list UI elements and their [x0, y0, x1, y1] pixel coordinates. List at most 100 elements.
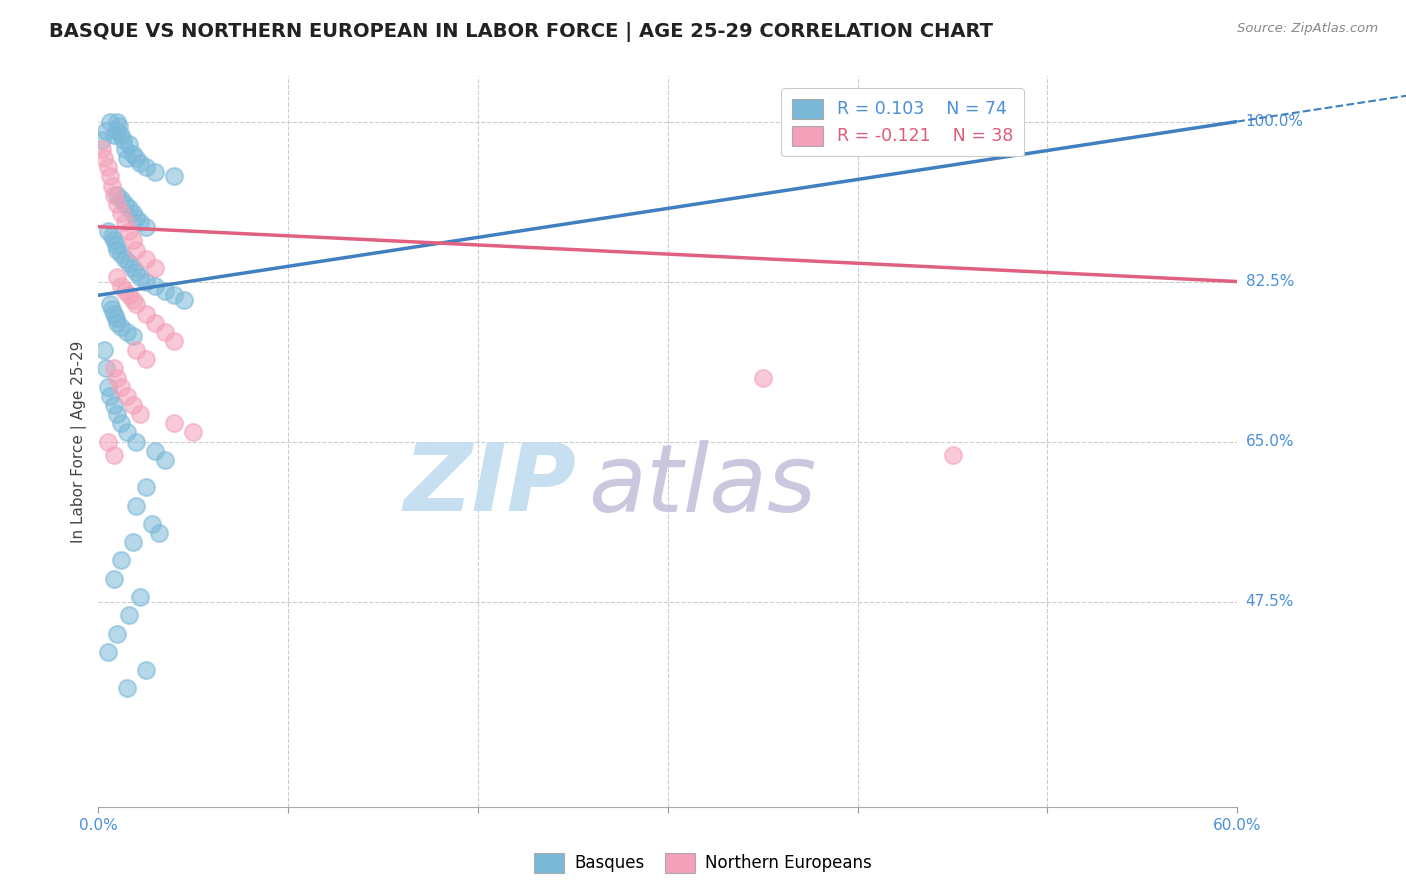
Point — [110, 279, 132, 293]
Point — [98, 114, 121, 128]
Point — [100, 178, 122, 193]
Point — [145, 165, 167, 179]
Point — [115, 325, 138, 339]
Point — [93, 151, 115, 165]
Point — [135, 252, 157, 266]
Point — [129, 155, 152, 169]
Point — [145, 443, 167, 458]
Point — [115, 425, 138, 440]
Text: 47.5%: 47.5% — [1246, 594, 1294, 609]
Point — [135, 306, 157, 320]
Point — [121, 535, 143, 549]
Point — [107, 316, 129, 330]
Point — [94, 123, 117, 137]
Point — [115, 389, 138, 403]
Point — [163, 416, 186, 430]
Point — [135, 275, 157, 289]
Point — [121, 233, 143, 247]
Point — [114, 142, 136, 156]
Point — [93, 343, 115, 358]
Point — [107, 370, 129, 384]
Point — [98, 389, 121, 403]
Point — [153, 453, 176, 467]
Point — [103, 398, 125, 412]
Point — [98, 297, 121, 311]
Point — [114, 215, 136, 229]
Point — [104, 238, 127, 252]
Point — [153, 325, 176, 339]
Point — [107, 626, 129, 640]
Point — [107, 187, 129, 202]
Point — [110, 320, 132, 334]
Point — [118, 137, 141, 152]
Point — [107, 269, 129, 284]
Point — [125, 434, 148, 449]
Point — [100, 301, 122, 316]
Point — [129, 269, 152, 284]
Point — [110, 553, 132, 567]
Point — [97, 161, 120, 175]
Text: BASQUE VS NORTHERN EUROPEAN IN LABOR FORCE | AGE 25-29 CORRELATION CHART: BASQUE VS NORTHERN EUROPEAN IN LABOR FOR… — [49, 22, 993, 42]
Point — [118, 256, 141, 270]
Point — [125, 297, 148, 311]
Text: 82.5%: 82.5% — [1246, 274, 1294, 289]
Point — [110, 206, 132, 220]
Point — [110, 247, 132, 261]
Point — [107, 123, 129, 137]
Point — [135, 352, 157, 367]
Point — [129, 215, 152, 229]
Legend: R = 0.103    N = 74, R = -0.121    N = 38: R = 0.103 N = 74, R = -0.121 N = 38 — [782, 88, 1024, 156]
Point — [114, 252, 136, 266]
Point — [125, 211, 148, 225]
Point — [145, 260, 167, 275]
Text: 65.0%: 65.0% — [1246, 434, 1294, 449]
Point — [98, 169, 121, 184]
Point — [110, 128, 132, 143]
Point — [103, 128, 125, 143]
Point — [153, 284, 176, 298]
Point — [104, 311, 127, 326]
Point — [141, 516, 163, 531]
Point — [125, 265, 148, 279]
Point — [114, 196, 136, 211]
Point — [121, 398, 143, 412]
Point — [118, 202, 141, 216]
Text: 100.0%: 100.0% — [1246, 114, 1303, 129]
Point — [115, 681, 138, 696]
Point — [97, 224, 120, 238]
Point — [100, 228, 122, 243]
Point — [107, 196, 129, 211]
Point — [135, 219, 157, 234]
Point — [103, 572, 125, 586]
Point — [103, 448, 125, 462]
Legend: Basques, Northern Europeans: Basques, Northern Europeans — [527, 847, 879, 880]
Point — [129, 590, 152, 604]
Point — [135, 663, 157, 677]
Point — [91, 133, 114, 147]
Point — [97, 434, 120, 449]
Point — [163, 288, 186, 302]
Text: Source: ZipAtlas.com: Source: ZipAtlas.com — [1237, 22, 1378, 36]
Point — [118, 288, 141, 302]
Point — [121, 260, 143, 275]
Point — [103, 361, 125, 376]
Point — [118, 224, 141, 238]
Point — [107, 243, 129, 257]
Point — [118, 608, 141, 623]
Point — [942, 448, 965, 462]
Point — [752, 370, 775, 384]
Point — [148, 525, 170, 540]
Point — [125, 151, 148, 165]
Point — [145, 316, 167, 330]
Point — [97, 645, 120, 659]
Point — [121, 146, 143, 161]
Point — [121, 293, 143, 307]
Y-axis label: In Labor Force | Age 25-29: In Labor Force | Age 25-29 — [72, 341, 87, 542]
Point — [110, 416, 132, 430]
Text: ZIP: ZIP — [404, 440, 576, 532]
Point — [103, 233, 125, 247]
Point — [103, 306, 125, 320]
Point — [135, 161, 157, 175]
Point — [125, 343, 148, 358]
Point — [121, 206, 143, 220]
